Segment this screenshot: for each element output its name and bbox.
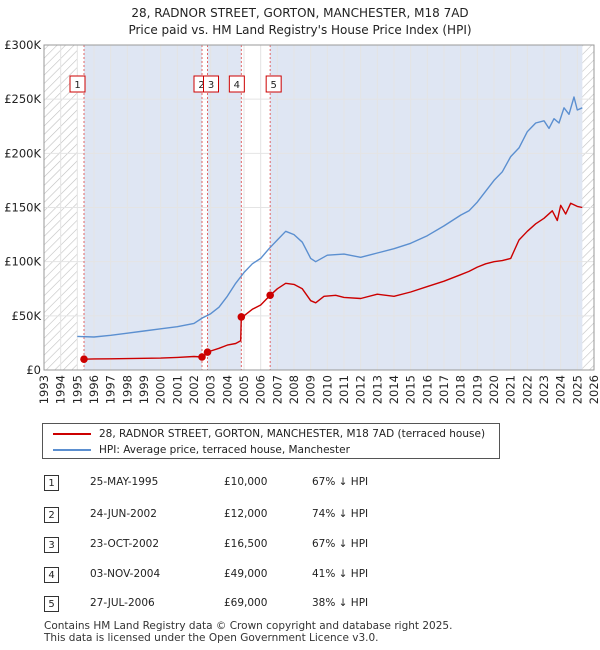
sale-hpi-diff: 38% ↓ HPI [312,597,369,609]
x-tick-label: 2020 [487,375,501,404]
sale-price: £16,500 [224,538,268,550]
legend-label-property: 28, RADNOR STREET, GORTON, MANCHESTER, M… [99,428,486,440]
plot-frame [43,44,595,371]
sale-row: 3 23-OCT-2002 £16,500 67% ↓ HPI [42,537,562,555]
sale-point [237,313,246,321]
chart-title-line1: 28, RADNOR STREET, GORTON, MANCHESTER, M… [131,6,469,20]
x-tick-label: 2024 [554,375,568,404]
sale-point [80,355,88,363]
sale-price: £49,000 [224,568,268,580]
x-tick-label: 1996 [87,375,101,404]
y-tick-label: £300K [4,38,41,52]
sale-point [266,291,274,300]
sale-row: 1 25-MAY-1995 £10,000 67% ↓ HPI [42,475,562,493]
x-tick-label: 2004 [220,375,234,404]
sale-hpi-diff: 41% ↓ HPI [312,568,369,580]
legend-swatch-property [53,433,91,435]
x-tick-label: 2002 [187,375,201,404]
sale-number-badge: 4 [44,567,59,583]
x-tick-label: 2009 [304,375,318,404]
sale-label-text: 2 [198,80,204,91]
sale-price: £69,000 [224,597,268,609]
x-tick-label: 2006 [254,375,268,404]
x-tick-label: 2007 [270,375,284,404]
sale-date: 27-JUL-2006 [90,597,155,609]
y-tick-label: £200K [4,146,41,160]
sale-date: 24-JUN-2002 [90,508,157,520]
footer-licence: This data is licensed under the Open Gov… [44,632,379,644]
x-tick-label: 2023 [537,375,551,404]
x-tick-label: 1993 [37,375,51,404]
chart-title-line2: Price paid vs. HM Land Registry's House … [128,23,472,37]
y-tick-label: £0 [26,363,41,377]
legend: 28, RADNOR STREET, GORTON, MANCHESTER, M… [42,423,500,459]
sale-hpi-diff: 67% ↓ HPI [312,476,369,488]
x-tick-label: 2015 [404,375,418,404]
sale-number-badge: 2 [44,507,59,523]
x-tick-label: 2010 [320,375,334,404]
sale-label-box [265,75,282,93]
x-tick-label: 1998 [120,375,134,404]
x-tick-label: 2003 [204,375,218,404]
x-tick-label: 2008 [287,375,301,404]
sale-number-badge: 1 [44,475,59,491]
sale-hpi-diff: 67% ↓ HPI [312,538,369,550]
sale-number-badge: 3 [44,537,59,553]
sale-label-text: 5 [270,80,276,91]
sale-label-text: 4 [234,80,240,91]
y-tick-label: £250K [4,92,41,106]
x-tick-label: 2018 [454,375,468,404]
sale-date: 03-NOV-2004 [90,568,161,580]
price-chart: 1 2 3 4 5£0£50K£100K£150K£200K£250K£300K1993… [4,38,600,404]
sale-row: 2 24-JUN-2002 £12,000 74% ↓ HPI [42,507,562,525]
sale-label-box [228,75,245,93]
sale-point [203,348,212,356]
x-tick-label: 2017 [437,375,451,404]
x-tick-label: 1995 [70,375,84,404]
sale-number-badge: 5 [44,596,59,612]
sale-price: £10,000 [224,476,268,488]
x-tick-label: 2000 [154,375,168,404]
sale-label-text: 3 [208,80,214,91]
x-tick-label: 1994 [54,375,68,404]
x-tick-label: 2012 [354,375,368,404]
sale-label-text: 1 [74,80,80,91]
sale-date: 23-OCT-2002 [90,538,159,550]
x-tick-label: 2005 [237,375,251,404]
x-tick-label: 1997 [104,375,118,404]
legend-label-hpi: HPI: Average price, terraced house, Manc… [99,444,350,456]
x-tick-label: 1999 [137,375,151,404]
y-tick-label: £150K [4,201,41,215]
x-tick-label: 2013 [370,375,384,404]
sale-point [198,353,206,361]
y-tick-label: £50K [12,309,42,323]
x-tick-label: 2019 [470,375,484,404]
x-tick-label: 2022 [520,375,534,404]
sale-row: 5 27-JUL-2006 £69,000 38% ↓ HPI [42,596,562,614]
x-tick-label: 2011 [337,375,351,404]
x-tick-label: 2026 [587,375,600,404]
footer-copyright: Contains HM Land Registry data © Crown c… [44,620,453,632]
y-tick-label: £100K [4,255,41,269]
legend-item-property: 28, RADNOR STREET, GORTON, MANCHESTER, M… [53,426,485,442]
sale-row: 4 03-NOV-2004 £49,000 41% ↓ HPI [42,567,562,585]
x-tick-label: 2001 [170,375,184,404]
x-tick-label: 2021 [504,375,518,404]
legend-swatch-hpi [53,449,91,451]
x-tick-label: 2025 [570,375,584,404]
sale-label-box [69,75,86,93]
hpi-line [77,96,583,338]
x-tick-label: 2016 [420,375,434,404]
sale-price: £12,000 [224,508,268,520]
x-tick-label: 2014 [387,375,401,404]
legend-item-hpi: HPI: Average price, terraced house, Manc… [53,442,350,458]
sale-hpi-diff: 74% ↓ HPI [312,508,369,520]
sale-date: 25-MAY-1995 [90,476,159,488]
sale-label-box [203,75,219,93]
